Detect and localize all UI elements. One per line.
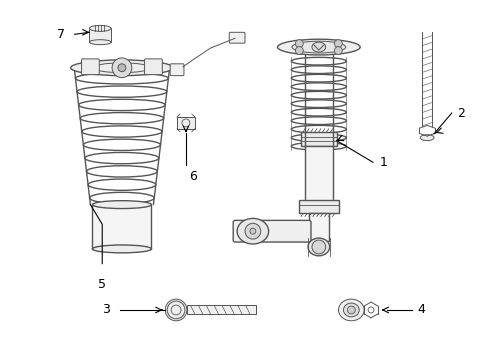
Ellipse shape xyxy=(237,219,269,244)
Text: 1: 1 xyxy=(380,156,388,169)
FancyBboxPatch shape xyxy=(229,32,245,43)
Ellipse shape xyxy=(292,41,346,53)
Ellipse shape xyxy=(420,135,434,141)
FancyBboxPatch shape xyxy=(301,132,337,145)
FancyBboxPatch shape xyxy=(187,305,256,314)
Text: 3: 3 xyxy=(102,303,110,316)
Text: 6: 6 xyxy=(189,170,197,183)
Circle shape xyxy=(347,306,355,314)
FancyBboxPatch shape xyxy=(177,117,195,129)
Ellipse shape xyxy=(93,245,151,253)
Circle shape xyxy=(295,40,303,48)
Text: 5: 5 xyxy=(98,278,106,292)
FancyBboxPatch shape xyxy=(233,220,311,242)
Ellipse shape xyxy=(90,40,111,45)
Ellipse shape xyxy=(343,303,359,317)
Circle shape xyxy=(334,40,343,48)
Ellipse shape xyxy=(308,238,330,256)
Circle shape xyxy=(112,58,132,78)
FancyBboxPatch shape xyxy=(299,200,339,213)
FancyBboxPatch shape xyxy=(93,204,151,249)
Circle shape xyxy=(295,47,303,54)
FancyBboxPatch shape xyxy=(309,213,329,241)
Circle shape xyxy=(118,64,126,72)
Text: 4: 4 xyxy=(417,303,425,316)
Ellipse shape xyxy=(312,42,326,52)
FancyBboxPatch shape xyxy=(81,59,99,75)
FancyBboxPatch shape xyxy=(145,59,162,75)
Circle shape xyxy=(334,47,343,54)
Ellipse shape xyxy=(339,299,364,321)
Circle shape xyxy=(312,240,326,254)
Ellipse shape xyxy=(277,39,360,55)
Text: 7: 7 xyxy=(57,28,65,41)
Ellipse shape xyxy=(90,26,111,31)
Ellipse shape xyxy=(71,60,173,76)
FancyBboxPatch shape xyxy=(90,28,111,42)
Circle shape xyxy=(250,228,256,234)
FancyBboxPatch shape xyxy=(305,145,333,204)
Circle shape xyxy=(165,299,187,321)
Text: 2: 2 xyxy=(457,107,465,120)
Ellipse shape xyxy=(93,201,151,208)
FancyBboxPatch shape xyxy=(170,64,184,76)
Circle shape xyxy=(245,223,261,239)
